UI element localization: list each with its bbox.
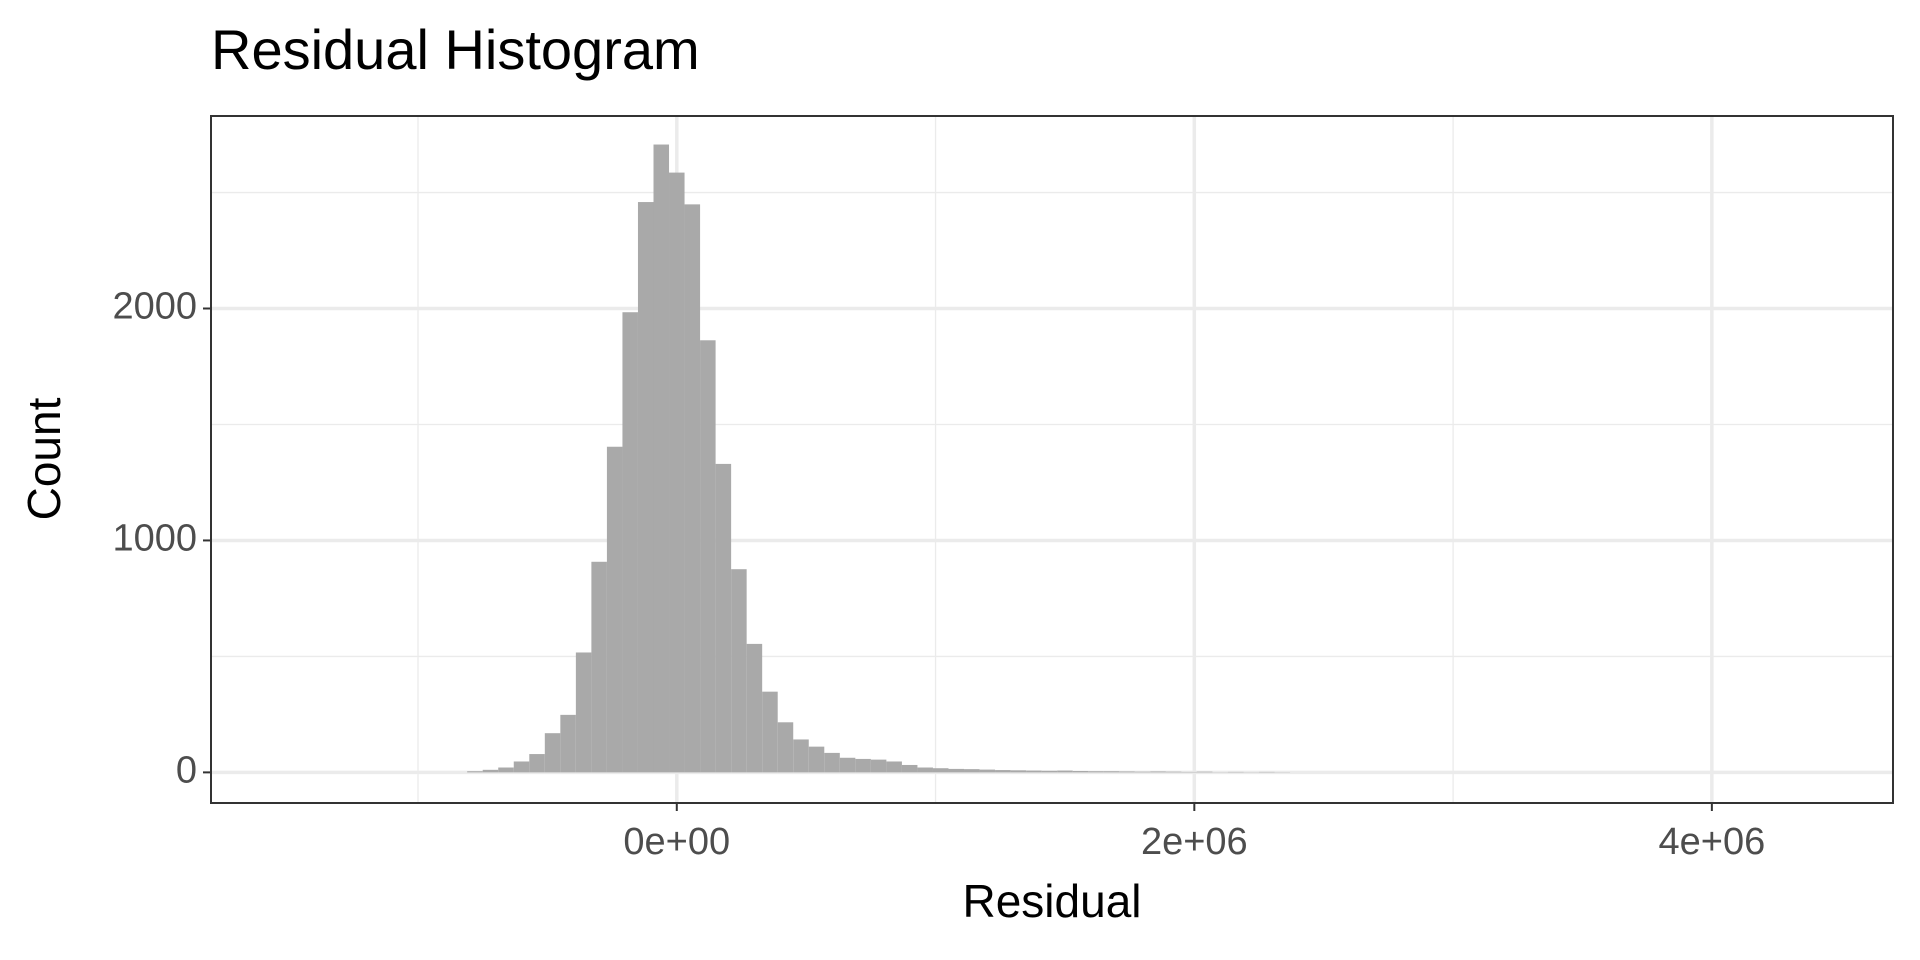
bar — [513, 761, 530, 773]
x-tick-label: 4e+06 — [1658, 821, 1765, 863]
bar — [1026, 770, 1042, 773]
bar — [995, 770, 1011, 773]
bar — [964, 769, 980, 773]
bar — [482, 769, 499, 773]
bar — [467, 771, 483, 773]
bar — [637, 202, 654, 773]
y-tick-label: 2000 — [112, 286, 197, 328]
bar — [1150, 771, 1166, 773]
bar — [544, 733, 561, 773]
bar — [808, 746, 825, 773]
bar — [917, 767, 933, 773]
bar — [622, 312, 638, 773]
plot-border — [210, 115, 1894, 804]
bar — [1196, 771, 1213, 773]
x-tick-label: 2e+06 — [1141, 821, 1248, 863]
bar — [715, 463, 732, 773]
bar — [700, 340, 716, 773]
plot-panel — [211, 116, 1893, 803]
bar — [793, 739, 809, 773]
bar — [1165, 771, 1182, 773]
bar — [901, 764, 918, 773]
bar — [684, 204, 701, 773]
y-tick-label: 1000 — [112, 517, 197, 559]
chart-title: Residual Histogram — [211, 18, 700, 81]
bar — [560, 714, 576, 773]
x-axis-label: Residual — [963, 875, 1142, 927]
bar — [762, 691, 778, 773]
bar — [731, 569, 747, 773]
bar — [979, 769, 996, 773]
bar — [591, 561, 607, 773]
bar — [1072, 770, 1089, 773]
bar — [669, 172, 685, 773]
bar — [855, 758, 871, 773]
bar — [498, 767, 514, 773]
bar — [870, 759, 887, 773]
bar — [575, 652, 592, 773]
bar — [746, 643, 763, 773]
bar — [777, 722, 794, 773]
bar — [1057, 770, 1073, 773]
bar — [529, 754, 545, 773]
x-tick-label: 0e+00 — [623, 821, 730, 863]
bar — [948, 768, 965, 773]
bar — [932, 768, 949, 773]
bar — [1134, 771, 1151, 773]
y-axis-label: Count — [18, 397, 70, 520]
bar — [653, 144, 670, 773]
bar — [824, 752, 840, 773]
bar — [1010, 770, 1027, 773]
bar — [1041, 770, 1058, 773]
bar — [886, 761, 902, 773]
bar — [1119, 771, 1135, 773]
bar — [839, 757, 856, 773]
bar — [1103, 771, 1120, 773]
y-tick-label: 0 — [176, 749, 197, 791]
bar — [606, 446, 623, 773]
bar — [1088, 771, 1104, 773]
